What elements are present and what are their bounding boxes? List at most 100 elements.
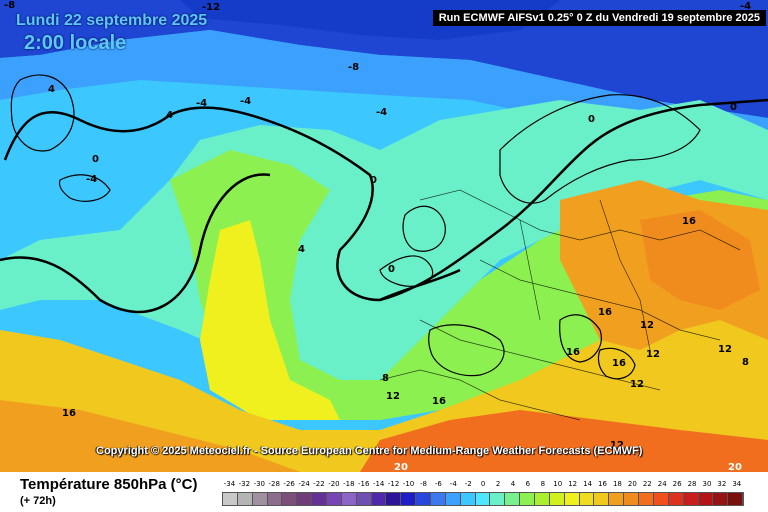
scale-swatch xyxy=(341,493,357,505)
scale-swatch xyxy=(624,493,640,505)
contour-label: 4 xyxy=(166,110,173,121)
scale-tick-label: -14 xyxy=(372,480,385,488)
contour-label: 16 xyxy=(612,358,626,369)
scale-swatch xyxy=(327,493,342,505)
scale-tick-label: -18 xyxy=(343,480,355,488)
scale-tick-label: 14 xyxy=(583,480,593,488)
scale-tick-label: 18 xyxy=(612,480,622,488)
scale-swatch xyxy=(460,493,476,505)
scale-swatch xyxy=(713,493,729,505)
scale-tick-label: 2 xyxy=(495,480,501,488)
scale-swatch xyxy=(520,493,536,505)
contour-label: 0 xyxy=(370,175,377,186)
copyright-notice: Copyright © 2025 Meteociel.fr - Source E… xyxy=(96,445,643,457)
scale-swatch xyxy=(297,493,313,505)
scale-tick-label: -4 xyxy=(449,480,457,488)
scale-tick-label: -22 xyxy=(313,480,325,488)
contour-label: -4 xyxy=(376,107,387,118)
contour-label: 20 xyxy=(728,462,742,472)
contour-label: 0 xyxy=(388,264,395,275)
scale-swatch xyxy=(549,493,565,505)
contour-label: 12 xyxy=(630,379,644,390)
scale-tick-label: -30 xyxy=(253,480,266,488)
scale-tick-label: -28 xyxy=(268,480,280,488)
forecast-time: 2:00 locale xyxy=(24,32,127,54)
zone-hot-core xyxy=(640,210,760,310)
contour-label: 12 xyxy=(610,440,624,451)
scale-tick-label: -32 xyxy=(238,480,251,488)
model-run-banner: Run ECMWF AIFSv1 0.25° 0 Z du Vendredi 1… xyxy=(432,10,766,26)
coastlines xyxy=(10,74,701,380)
zone-sw-atlantic xyxy=(0,400,300,472)
contour-label: 0 xyxy=(730,102,737,113)
scale-tick-label: -12 xyxy=(387,480,400,488)
contour-label: -4 xyxy=(740,1,751,12)
scale-tick-label: -24 xyxy=(298,480,310,488)
contour-label: 0 xyxy=(588,114,595,125)
scale-tick-label: -6 xyxy=(434,480,442,488)
temperature-map: -8 -12 -4 -8 4 -4 -4 4 -4 0 -4 0 0 0 4 0… xyxy=(0,0,768,472)
scale-tick-label: -2 xyxy=(464,480,472,488)
scale-swatch xyxy=(356,493,372,505)
scale-swatch xyxy=(490,493,506,505)
scale-swatch xyxy=(237,493,253,505)
contour-label: 0 xyxy=(92,154,99,165)
scale-swatch xyxy=(371,493,387,505)
contour-label: -4 xyxy=(196,98,207,109)
contour-label: 12 xyxy=(718,344,732,355)
contour-label: 16 xyxy=(566,347,580,358)
scale-tick-label: 4 xyxy=(510,480,516,488)
scale-swatch xyxy=(609,493,625,505)
scale-swatch xyxy=(564,493,580,505)
zone-deep-cold xyxy=(0,0,768,118)
scale-tick-label: 30 xyxy=(702,480,712,488)
zone-warm-tongue xyxy=(200,220,340,420)
scale-swatch xyxy=(653,493,669,505)
contour-label-layer: -8 -12 -4 -8 4 -4 -4 4 -4 0 -4 0 0 0 4 0… xyxy=(4,0,751,472)
scale-tick-label: 8 xyxy=(540,480,546,488)
scale-swatch xyxy=(475,493,491,505)
scale-tick-label: 12 xyxy=(568,480,578,488)
scale-swatch xyxy=(431,493,446,505)
forecast-date: Lundi 22 septembre 2025 xyxy=(16,12,208,29)
zone-sahara xyxy=(360,410,768,472)
scale-tick-label: -16 xyxy=(358,480,370,488)
scale-tick-label: -10 xyxy=(402,480,415,488)
contour-label: 20 xyxy=(394,462,408,472)
scale-tick-label: 0 xyxy=(480,480,486,488)
scale-tick-label: 32 xyxy=(717,480,727,488)
scale-swatch xyxy=(594,493,610,505)
contour-label: -4 xyxy=(86,174,97,185)
contour-label: 16 xyxy=(682,216,696,227)
scale-swatch xyxy=(401,493,417,505)
scale-tick-label: 10 xyxy=(553,480,563,488)
lead-time: (+ 72h) xyxy=(20,495,56,507)
contour-label: 12 xyxy=(640,320,654,331)
scale-tick-label: 20 xyxy=(627,480,637,488)
color-scale-bar xyxy=(222,492,744,506)
contour-label: 16 xyxy=(432,396,446,407)
scale-tick-label: 28 xyxy=(687,480,697,488)
scale-tick-label: 26 xyxy=(672,480,682,488)
contour-label: 12 xyxy=(386,391,400,402)
scale-swatch xyxy=(698,493,714,505)
contour-label: -4 xyxy=(240,96,251,107)
color-scale-labels: -34 -32 -30 -28 -26 -24 -22 -20 -18 -16 -14 -12 -10-… xyxy=(222,480,744,490)
contour-label: 4 xyxy=(48,84,55,95)
scale-swatch xyxy=(282,493,298,505)
scale-swatch xyxy=(223,493,238,505)
scale-swatch xyxy=(445,493,461,505)
contour-label: 16 xyxy=(62,408,76,419)
scale-swatch xyxy=(668,493,684,505)
contour-label: -12 xyxy=(202,2,220,13)
scale-tick-label: -34 xyxy=(223,480,236,488)
scale-swatch xyxy=(579,493,595,505)
scale-swatch xyxy=(312,493,328,505)
scale-tick-label: 34 xyxy=(732,480,742,488)
contour-label: 8 xyxy=(382,373,389,384)
contour-label: -8 xyxy=(348,62,359,73)
contour-label: 12 xyxy=(646,349,660,360)
scale-swatch xyxy=(728,493,744,505)
contour-label: 4 xyxy=(298,244,305,255)
scale-tick-label: 24 xyxy=(657,480,667,488)
